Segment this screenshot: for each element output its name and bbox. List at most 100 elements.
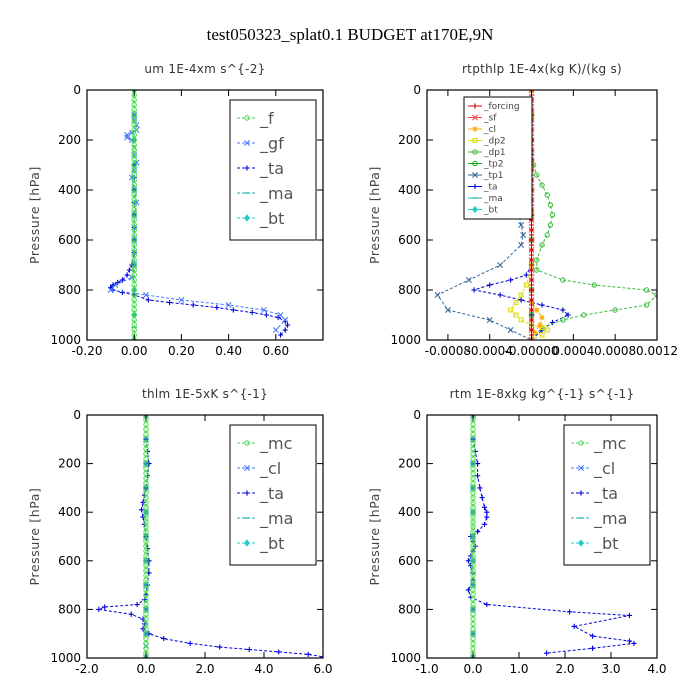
data-point <box>131 227 137 233</box>
data-point <box>107 287 114 293</box>
data-point <box>131 152 137 158</box>
data-point <box>140 499 146 506</box>
legend-marker <box>472 183 478 190</box>
legend: _forcing _sf_cl _dp2_dp1 _tp2_tp1 _ta_ma _bt <box>463 96 533 220</box>
legend-label: _forcing <box>483 102 520 112</box>
data-point <box>508 307 514 313</box>
data-point <box>133 159 140 166</box>
data-point <box>178 297 185 303</box>
data-point <box>475 529 481 535</box>
legend-entry: _gf <box>237 134 284 154</box>
data-point <box>528 227 535 233</box>
data-point <box>285 322 291 328</box>
data-point <box>131 137 137 143</box>
data-point <box>547 202 554 208</box>
y-tick-label: 600 <box>398 554 421 568</box>
panel-title: thlm 1E-5xK s^{-1} <box>142 387 268 401</box>
chart-panel: um 1E-4xm s^{-2} Pressure [hPa] -0.20 0.00 0… <box>27 62 324 358</box>
data-point <box>190 302 196 308</box>
data-point <box>131 132 137 138</box>
y-tick-label: 600 <box>58 554 81 568</box>
legend-label: _tp1 <box>483 171 503 181</box>
data-point <box>131 277 137 283</box>
series-mc <box>470 415 476 658</box>
data-point <box>643 302 650 308</box>
legend-label: _cl <box>483 125 496 135</box>
data-point <box>475 461 481 467</box>
data-point <box>528 272 535 278</box>
chart-panel: rtm 1E-8xkg kg^{-1} s^{-1} Pressure [hPa]… <box>367 387 667 676</box>
data-point <box>481 521 488 527</box>
y-tick-label: 400 <box>398 183 421 197</box>
legend-box <box>563 424 651 566</box>
legend-label: _ma <box>259 509 293 529</box>
legend-label: _ta <box>259 159 284 179</box>
data-point <box>528 247 535 253</box>
legend-label: _dp2 <box>483 137 506 147</box>
data-point <box>539 332 545 338</box>
data-point <box>131 107 137 113</box>
data-point <box>131 177 137 183</box>
x-tick-label: 0.0 <box>136 662 155 676</box>
data-point <box>549 212 556 218</box>
y-tick-label: 1000 <box>50 651 81 665</box>
data-point <box>140 626 146 632</box>
legend-marker <box>578 490 584 496</box>
data-point <box>128 274 135 281</box>
data-point <box>528 337 535 340</box>
y-axis-label: Pressure [hPa] <box>27 487 42 585</box>
y-tick-label: 0 <box>413 408 421 422</box>
data-point <box>146 631 152 637</box>
legend-marker <box>244 115 250 121</box>
x-tick-label: -1.0 <box>415 662 438 676</box>
series-line <box>436 90 532 340</box>
data-point <box>528 90 535 93</box>
y-tick-label: 600 <box>58 233 81 247</box>
y-tick-label: 600 <box>398 233 421 247</box>
data-point <box>131 297 137 303</box>
data-point <box>487 282 493 288</box>
legend-label: _ma <box>483 194 503 204</box>
legend-entry: _bt <box>468 206 498 216</box>
data-point <box>520 232 527 238</box>
legend-entry: _ta <box>571 484 618 504</box>
x-tick-label: 0.0012 <box>636 344 678 358</box>
legend-marker <box>472 114 478 121</box>
data-point <box>534 307 540 313</box>
plot-frame <box>426 414 658 659</box>
data-point <box>528 252 535 258</box>
legend-entry: _ta <box>237 159 284 179</box>
data-point <box>131 267 137 273</box>
data-point <box>131 182 137 188</box>
data-point <box>481 504 488 510</box>
legend-marker <box>244 214 250 222</box>
y-tick-label: 400 <box>58 183 81 197</box>
y-tick-label: 800 <box>398 602 421 616</box>
data-point <box>528 297 535 303</box>
x-tick-label: -0.0004 <box>467 344 513 358</box>
data-point <box>528 262 535 268</box>
legend-label: _ma <box>593 509 627 529</box>
data-point <box>549 319 556 326</box>
data-point <box>626 638 632 644</box>
legend-entry: _sf <box>468 114 497 124</box>
data-point <box>146 558 152 564</box>
x-tick-label: 0.0008 <box>594 344 636 358</box>
data-point <box>544 327 550 333</box>
data-point <box>282 317 289 323</box>
data-point <box>479 495 485 501</box>
legend-marker <box>244 465 250 471</box>
data-point <box>518 297 524 303</box>
data-point <box>486 317 493 323</box>
data-point <box>246 646 252 653</box>
data-point <box>145 297 151 303</box>
data-point <box>534 257 540 263</box>
y-tick-label: 200 <box>398 133 421 147</box>
plot-area <box>107 90 291 340</box>
legend-label: _ta <box>483 183 498 193</box>
data-point <box>484 601 490 608</box>
data-point <box>560 277 566 283</box>
data-point <box>544 650 550 656</box>
data-point <box>128 129 135 136</box>
legend-entry: _cl <box>237 459 281 479</box>
